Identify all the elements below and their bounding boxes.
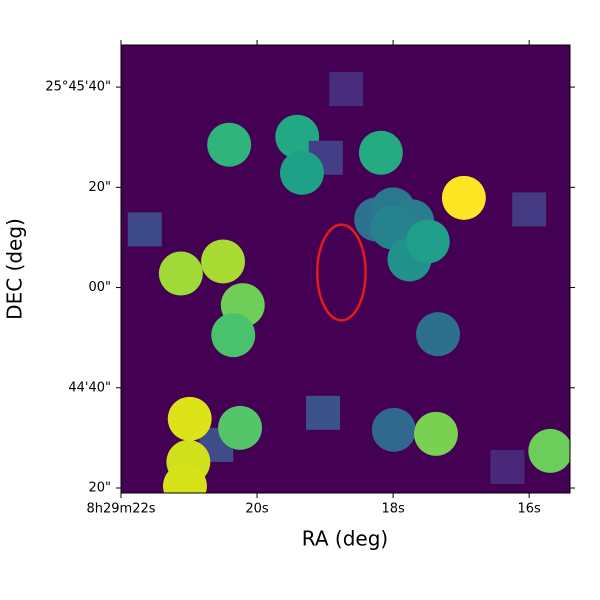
y-axis-label: DEC (deg)	[3, 218, 27, 320]
source	[275, 114, 320, 159]
source	[201, 239, 246, 284]
x-tick-label: 8h29m22s	[86, 502, 155, 517]
source	[162, 463, 207, 493]
source	[358, 130, 403, 175]
y-tick-label: 20"	[88, 180, 111, 195]
source	[306, 395, 341, 430]
x-tick-label: 16s	[518, 502, 542, 517]
plot-frame	[120, 44, 571, 494]
source	[490, 449, 525, 484]
y-tick-label: 20"	[88, 480, 111, 495]
source	[218, 405, 263, 450]
y-tick-label: 25°45'40"	[45, 80, 111, 95]
source	[167, 396, 212, 441]
y-tick-label: 44'40"	[68, 380, 111, 395]
source	[329, 72, 364, 107]
region-ellipse	[316, 223, 367, 322]
source	[416, 312, 461, 357]
source	[207, 122, 252, 167]
x-tick-label: 18s	[381, 502, 405, 517]
source	[441, 175, 486, 220]
x-tick-label: 20s	[245, 502, 269, 517]
y-tick-label: 00"	[88, 280, 111, 295]
source	[371, 407, 416, 452]
source	[413, 411, 458, 456]
source	[158, 251, 203, 296]
x-axis-label: RA (deg)	[302, 527, 388, 551]
source	[279, 150, 324, 195]
image-content	[127, 72, 570, 493]
source	[211, 313, 256, 358]
source	[405, 219, 450, 264]
source	[127, 212, 162, 247]
source	[528, 428, 570, 473]
source	[512, 192, 547, 227]
